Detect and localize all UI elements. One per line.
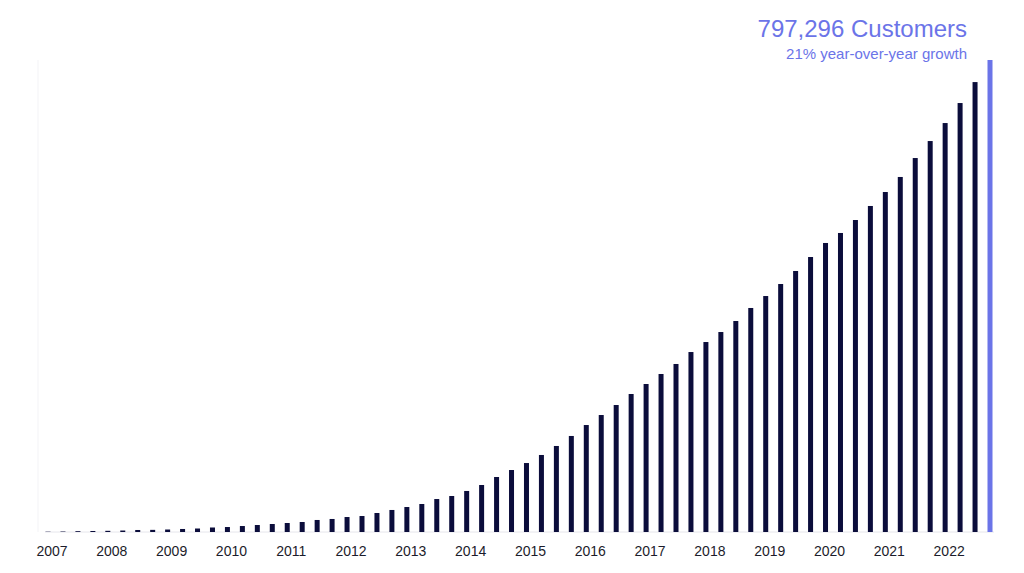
bar <box>763 296 768 532</box>
bar <box>569 436 574 532</box>
x-tick-label: 2007 <box>36 543 67 559</box>
bar <box>300 522 305 532</box>
x-tick-label: 2012 <box>335 543 366 559</box>
bar <box>240 526 245 532</box>
x-tick-label: 2020 <box>814 543 845 559</box>
bar <box>120 531 125 532</box>
x-axis-line <box>45 532 994 533</box>
bar <box>105 531 110 532</box>
x-tick-label: 2008 <box>96 543 127 559</box>
bar <box>943 123 948 532</box>
bars <box>46 60 993 532</box>
bar <box>285 523 290 532</box>
bar <box>539 455 544 532</box>
x-tick-label: 2011 <box>276 543 306 559</box>
bar <box>270 524 275 532</box>
bar <box>629 394 634 532</box>
bar <box>748 308 753 532</box>
x-tick-label: 2021 <box>874 543 905 559</box>
bar <box>778 284 783 532</box>
chart-container: 2007 2008 2009 2010 2011 2012 2013 2014 2015 2016… <box>0 0 1024 573</box>
x-tick-label: 2014 <box>455 543 486 559</box>
x-tick-label: 2019 <box>754 543 785 559</box>
bar <box>599 415 604 532</box>
bar <box>464 491 469 532</box>
bar <box>614 405 619 532</box>
bar <box>703 342 708 532</box>
x-tick-label: 2009 <box>156 543 187 559</box>
bar <box>434 499 439 532</box>
bar <box>330 519 335 532</box>
bar <box>180 529 185 532</box>
bar <box>838 233 843 532</box>
bar <box>913 158 918 532</box>
x-tick-label: 2022 <box>934 543 965 559</box>
bar <box>659 374 664 532</box>
bar <box>733 321 738 532</box>
x-tick-label: 2016 <box>575 543 606 559</box>
bar <box>255 525 260 532</box>
bar <box>674 364 679 532</box>
bar <box>808 257 813 532</box>
subtitle: 21% year-over-year growth <box>786 45 967 62</box>
bar <box>479 485 484 532</box>
title: 797,296 Customers <box>758 15 967 42</box>
bar <box>374 513 379 532</box>
bar <box>509 470 514 532</box>
bar <box>868 206 873 532</box>
bar <box>958 103 963 532</box>
bar <box>898 177 903 532</box>
bar <box>644 384 649 532</box>
chart-svg: 2007 2008 2009 2010 2011 2012 2013 2014 2015 2016… <box>0 0 1024 573</box>
bar <box>793 271 798 532</box>
bar <box>928 141 933 532</box>
bar <box>150 530 155 532</box>
bar <box>404 507 409 532</box>
bar <box>449 496 454 532</box>
bar <box>494 477 499 532</box>
bar <box>524 463 529 532</box>
bar <box>75 531 80 532</box>
bar <box>90 531 95 532</box>
bar <box>584 425 589 532</box>
x-tick-label: 2015 <box>515 543 546 559</box>
bar <box>853 220 858 532</box>
x-tick-label: 2010 <box>216 543 247 559</box>
bar <box>988 60 993 532</box>
bar <box>210 528 215 532</box>
bar <box>419 504 424 532</box>
x-tick-label: 2013 <box>395 543 426 559</box>
bar <box>688 352 693 532</box>
y-axis-line <box>38 60 39 532</box>
bar <box>360 516 365 532</box>
bar <box>165 530 170 532</box>
x-tick-label: 2018 <box>694 543 725 559</box>
bar <box>225 527 230 532</box>
bar <box>135 530 140 532</box>
bar <box>345 517 350 532</box>
bar <box>195 529 200 532</box>
bar <box>315 520 320 532</box>
bar <box>389 510 394 532</box>
bar <box>883 192 888 532</box>
x-tick-label: 2017 <box>635 543 666 559</box>
bar <box>973 82 978 532</box>
bar <box>60 531 65 532</box>
bar <box>823 243 828 532</box>
bar <box>554 446 559 532</box>
bar <box>46 531 51 532</box>
bar <box>718 332 723 532</box>
